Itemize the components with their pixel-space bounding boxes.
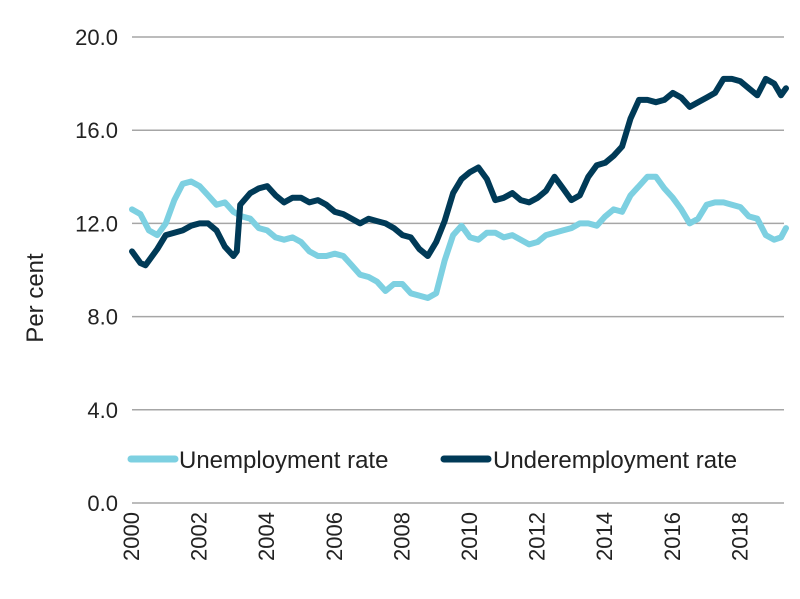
series-line-underemployment <box>129 75 789 269</box>
y-axis-label: Per cent <box>22 253 49 343</box>
x-tick-label: 2006 <box>322 512 347 561</box>
y-tick-label: 20.0 <box>75 25 118 50</box>
x-tick-label: 2018 <box>727 512 752 561</box>
y-tick-label: 4.0 <box>87 398 118 423</box>
y-tick-label: 0.0 <box>87 491 118 516</box>
legend: Unemployment rate Underemployment rate <box>127 447 737 474</box>
x-tick-label: 2016 <box>660 512 685 561</box>
series-line-unemployment <box>129 173 789 301</box>
x-tick-label: 2010 <box>457 512 482 561</box>
y-tick-label: 12.0 <box>75 211 118 236</box>
x-tick-label: 2002 <box>187 512 212 561</box>
x-tick-label: 2000 <box>119 512 144 561</box>
x-tick-label: 2012 <box>525 512 550 561</box>
y-tick-label: 8.0 <box>87 305 118 330</box>
y-axis-ticks: 0.0 4.0 8.0 12.0 16.0 20.0 <box>75 25 118 516</box>
legend-label-underemployment: Underemployment rate <box>493 447 737 474</box>
x-tick-label: 2008 <box>389 512 414 561</box>
x-tick-label: 2004 <box>254 512 279 561</box>
x-axis-ticks: 2000 2002 2004 2006 2008 2010 2012 2014 2016 2018 <box>119 512 752 561</box>
legend-label-unemployment: Unemployment rate <box>179 447 388 474</box>
series-lines <box>129 75 789 301</box>
y-tick-label: 16.0 <box>75 118 118 143</box>
x-tick-label: 2014 <box>592 512 617 561</box>
